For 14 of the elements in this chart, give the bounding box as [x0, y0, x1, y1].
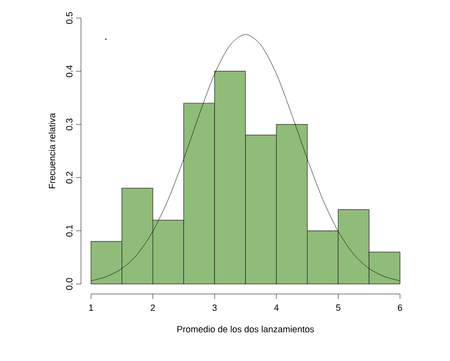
- x-tick-label: 3: [212, 304, 217, 311]
- x-tick-label: 5: [336, 304, 340, 311]
- y-tick-label: 0.0: [66, 278, 72, 290]
- y-tick-label: 0.1: [66, 224, 72, 237]
- y-tick-label: 0.2: [66, 172, 72, 184]
- x-tick-label: 2: [150, 304, 155, 311]
- y-tick-label: 0.4: [66, 65, 72, 78]
- y-tick-label: 0.3: [66, 118, 72, 130]
- x-tick-label: 1: [89, 304, 94, 311]
- y-tick-label: 0.5: [66, 12, 72, 24]
- y-axis-title: Frecuencia relativa: [48, 113, 56, 188]
- x-tick-label: 6: [398, 304, 402, 311]
- x-axis-title: Promedio de los dos lanzamientos: [177, 326, 314, 332]
- x-tick-label: 4: [274, 304, 279, 311]
